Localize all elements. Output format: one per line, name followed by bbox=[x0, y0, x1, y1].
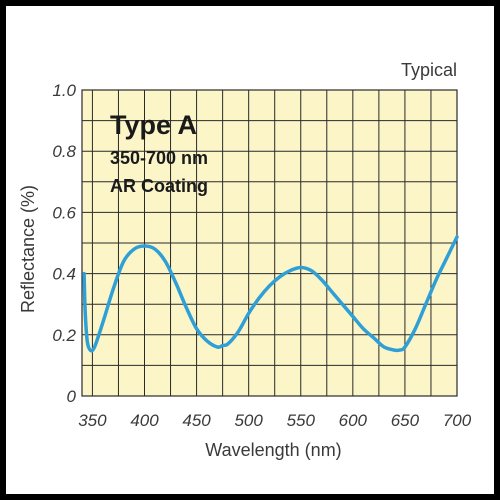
x-tick-label: 450 bbox=[182, 411, 211, 430]
y-axis-title: Reflectance (%) bbox=[18, 185, 38, 313]
y-tick-label: 0 bbox=[67, 387, 77, 406]
annotation-line-range: 350-700 nm bbox=[110, 148, 208, 168]
x-tick-label: 400 bbox=[130, 411, 159, 430]
x-tick-labels: 350 400 450 500 550 600 650 700 bbox=[78, 411, 471, 430]
y-tick-label: 0.6 bbox=[52, 203, 76, 222]
y-tick-label: 1.0 bbox=[52, 81, 76, 100]
y-tick-label: 0.8 bbox=[52, 142, 76, 161]
chart-frame: 0 0.2 0.4 0.6 0.8 1.0 350 400 450 500 550 600 650 70… bbox=[6, 6, 494, 494]
x-tick-label: 700 bbox=[443, 411, 472, 430]
y-tick-label: 0.4 bbox=[52, 265, 76, 284]
x-axis-title: Wavelength (nm) bbox=[205, 440, 341, 460]
corner-note: Typical bbox=[401, 60, 457, 80]
grid bbox=[82, 89, 458, 397]
x-tick-label: 350 bbox=[78, 411, 107, 430]
reflectance-curve bbox=[82, 235, 459, 353]
x-tick-label: 600 bbox=[339, 411, 368, 430]
x-tick-label: 550 bbox=[287, 411, 316, 430]
y-tick-label: 0.2 bbox=[52, 326, 76, 345]
reflectance-chart: 0 0.2 0.4 0.6 0.8 1.0 350 400 450 500 550 600 650 70… bbox=[18, 60, 472, 460]
annotation-title: Type A bbox=[110, 110, 197, 140]
annotation-line-coating: AR Coating bbox=[110, 176, 208, 196]
x-tick-label: 500 bbox=[234, 411, 263, 430]
y-tick-labels: 0 0.2 0.4 0.6 0.8 1.0 bbox=[52, 81, 76, 406]
x-tick-label: 650 bbox=[391, 411, 420, 430]
